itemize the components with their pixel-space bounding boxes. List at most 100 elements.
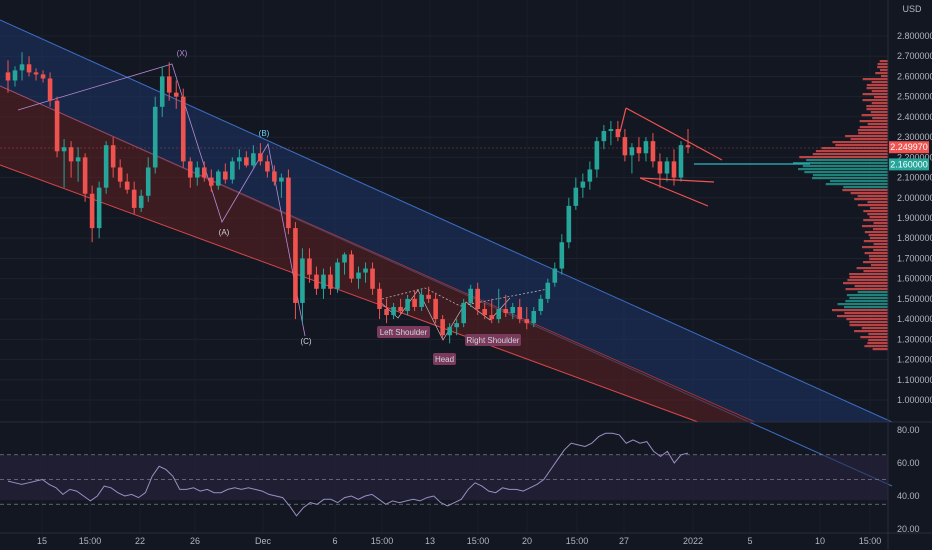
candle-body[interactable] (96, 187, 102, 229)
candle-body[interactable] (678, 145, 684, 178)
candle-body[interactable] (657, 161, 663, 174)
candle-body[interactable] (489, 315, 495, 320)
candle-body[interactable] (517, 306, 523, 320)
candle-body[interactable] (26, 64, 32, 73)
upper-channel-top-line[interactable] (0, 19, 893, 423)
candle-body[interactable] (622, 137, 628, 156)
candle-body[interactable] (47, 78, 53, 101)
candle-body[interactable] (145, 167, 151, 196)
candle-body[interactable] (559, 242, 565, 269)
candle-body[interactable] (286, 177, 291, 229)
candle-body[interactable] (68, 147, 74, 162)
candle-body[interactable] (61, 147, 67, 152)
candle-body[interactable] (124, 181, 130, 190)
candle-body[interactable] (138, 195, 144, 208)
candle-body[interactable] (265, 161, 270, 172)
candle-body[interactable] (615, 129, 621, 138)
candle-body[interactable] (496, 309, 502, 320)
candle-body[interactable] (258, 153, 263, 162)
candle-body[interactable] (454, 323, 459, 328)
candle-body[interactable] (40, 74, 46, 79)
candle-body[interactable] (237, 157, 242, 162)
candle-body[interactable] (342, 254, 347, 263)
candle-body[interactable] (398, 306, 403, 312)
candle-body[interactable] (531, 311, 537, 324)
candle-body[interactable] (117, 167, 123, 182)
lower-channel-top-line[interactable] (0, 85, 756, 423)
candle-body[interactable] (594, 141, 600, 170)
candle-body[interactable] (587, 169, 593, 182)
flag-upper-line[interactable] (625, 107, 723, 161)
candle-body[interactable] (580, 181, 586, 188)
candle-body[interactable] (419, 294, 424, 307)
candle-body[interactable] (5, 72, 11, 81)
candle-body[interactable] (272, 171, 277, 182)
candle-body[interactable] (19, 64, 25, 71)
candle-body[interactable] (89, 193, 95, 229)
candle-body[interactable] (405, 298, 410, 312)
candle-body[interactable] (608, 129, 614, 132)
candle-body[interactable] (636, 147, 642, 154)
candle-body[interactable] (524, 319, 530, 324)
candle-body[interactable] (475, 288, 480, 309)
candle-body[interactable] (671, 161, 677, 178)
candle-body[interactable] (279, 177, 284, 182)
candle-body[interactable] (230, 161, 235, 180)
candle-body[interactable] (321, 274, 326, 289)
candle-body[interactable] (300, 258, 305, 303)
candle-body[interactable] (643, 141, 649, 154)
candle-body[interactable] (510, 306, 516, 314)
candle-body[interactable] (384, 309, 389, 316)
rsi-line[interactable] (7, 432, 689, 517)
candle-body[interactable] (370, 268, 375, 289)
candle-body[interactable] (131, 189, 137, 208)
candle-body[interactable] (82, 157, 88, 194)
candle-body[interactable] (545, 282, 551, 299)
candle-body[interactable] (482, 309, 488, 316)
candle-body[interactable] (103, 145, 109, 188)
candle-body[interactable] (173, 92, 179, 97)
candle-body[interactable] (293, 228, 298, 303)
candle-body[interactable] (552, 268, 558, 283)
candle-body[interactable] (538, 298, 544, 312)
candle-body[interactable] (412, 298, 417, 307)
flag-lower-line[interactable] (639, 177, 715, 183)
candle-body[interactable] (685, 145, 691, 148)
lower-channel-bottom-line[interactable] (0, 164, 699, 423)
candle-body[interactable] (468, 288, 473, 303)
candle-body[interactable] (503, 309, 509, 314)
candle-body[interactable] (650, 141, 656, 162)
candle-body[interactable] (251, 153, 256, 166)
candle-body[interactable] (223, 171, 228, 180)
candle-body[interactable] (601, 131, 607, 142)
candle-body[interactable] (314, 274, 319, 289)
candle-body[interactable] (629, 147, 635, 156)
candle-body[interactable] (447, 327, 452, 336)
candle-body[interactable] (335, 262, 340, 289)
candle-body[interactable] (54, 100, 60, 152)
candle-body[interactable] (426, 294, 431, 299)
candle-body[interactable] (166, 76, 172, 93)
candle-body[interactable] (307, 258, 312, 275)
candle-body[interactable] (440, 319, 445, 336)
candle-body[interactable] (159, 76, 165, 107)
candle-body[interactable] (12, 70, 18, 81)
candle-body[interactable] (194, 167, 200, 178)
candle-body[interactable] (201, 167, 207, 178)
candle-body[interactable] (391, 306, 396, 316)
candle-body[interactable] (566, 205, 572, 243)
candle-body[interactable] (75, 157, 81, 162)
candle-body[interactable] (356, 272, 361, 279)
candle-body[interactable] (573, 187, 579, 206)
candle-body[interactable] (664, 161, 670, 174)
candle-body[interactable] (208, 177, 214, 186)
candle-body[interactable] (180, 96, 186, 162)
candle-body[interactable] (328, 274, 333, 289)
candle-body[interactable] (33, 72, 39, 75)
candle-body[interactable] (461, 302, 466, 324)
flag-target-line[interactable] (639, 177, 709, 207)
candle-body[interactable] (244, 157, 249, 166)
candle-body[interactable] (377, 288, 382, 309)
candle-body[interactable] (349, 254, 354, 279)
